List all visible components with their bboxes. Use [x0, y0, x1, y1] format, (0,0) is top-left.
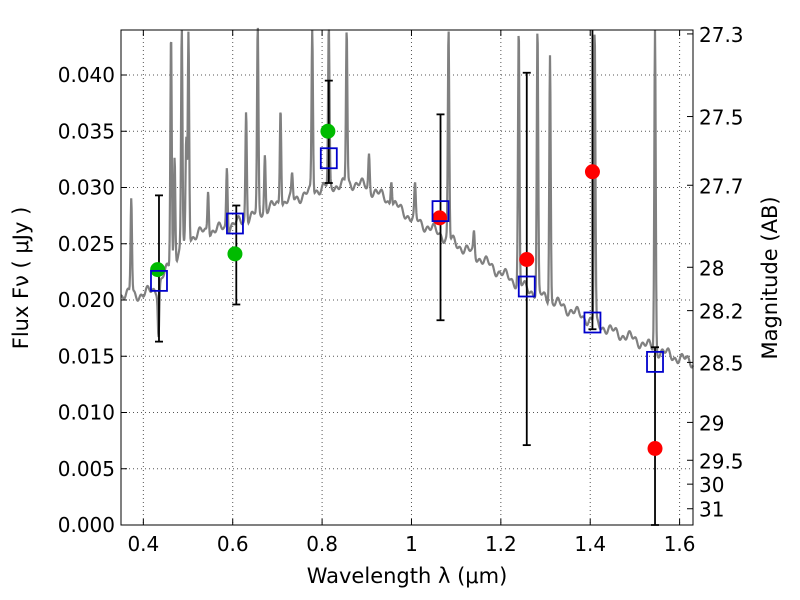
y2-tick-label: 27.3 — [699, 23, 744, 47]
y-tick-label: 0.015 — [58, 344, 115, 368]
y2-tick-label: 29 — [699, 411, 724, 435]
observed-flux-point — [647, 441, 663, 456]
observed-flux-point — [432, 210, 448, 226]
model-flux-box — [583, 311, 602, 334]
x-axis-ticks: 0.4 0.6 0.8 1 1.2 1.4 1.6 — [127, 30, 696, 556]
y2-tick-label: 31 — [699, 498, 724, 522]
model-flux-box — [226, 212, 244, 235]
x-tick-label: 1 — [405, 532, 418, 556]
observed-flux-point — [320, 123, 336, 139]
y-tick-label: 0.010 — [58, 401, 115, 425]
model-flux-box — [431, 200, 450, 223]
x-tick-label: 0.6 — [217, 532, 249, 556]
y2-tick-label: 30 — [699, 473, 724, 497]
y-axis-label: Flux Fν ( μJy ) — [9, 207, 33, 350]
y-axis-ticks: 0.000 0.005 0.010 0.015 0.020 0.025 0.030 0.035… — [58, 63, 127, 537]
y-tick-label: 0.005 — [58, 457, 115, 481]
y-tick-label: 0.040 — [58, 63, 115, 87]
y2-tick-label: 29.5 — [699, 449, 744, 473]
model-spectrum-line — [120, 27, 694, 369]
y2-tick-label: 28.5 — [699, 351, 744, 375]
y2-tick-label: 27.5 — [699, 106, 744, 130]
model-flux-box — [517, 275, 536, 298]
y-tick-label: 0.035 — [58, 119, 115, 143]
x-tick-label: 1.2 — [485, 532, 517, 556]
model-flux-box — [150, 269, 168, 292]
model-flux-box — [319, 147, 338, 170]
plot-border — [120, 29, 694, 526]
observed-flux-point — [150, 262, 166, 278]
y2-tick-label: 28.2 — [699, 300, 744, 324]
y-tick-label: 0.020 — [58, 288, 115, 312]
x-tick-label: 0.4 — [127, 532, 159, 556]
data-markers — [150, 123, 664, 456]
y2-axis-label: Magnitude (AB) — [758, 196, 782, 359]
observed-flux-point — [519, 252, 535, 267]
plot-area — [121, 30, 693, 525]
y-tick-label: 0.025 — [58, 232, 115, 256]
x-tick-label: 0.8 — [306, 532, 338, 556]
observed-flux-point — [584, 164, 600, 180]
x-tick-label: 1.6 — [664, 532, 696, 556]
x-tick-label: 1.4 — [574, 532, 606, 556]
y-tick-label: 0.030 — [58, 176, 115, 200]
y2-tick-label: 28 — [699, 256, 724, 280]
spectrum-layer — [120, 27, 694, 369]
model-flux-box — [646, 350, 664, 373]
y2-tick-label: 27.7 — [699, 174, 744, 198]
x-axis-label: Wavelength λ (μm) — [307, 564, 508, 588]
y-tick-label: 0.000 — [58, 513, 115, 537]
observed-flux-point — [227, 246, 243, 262]
